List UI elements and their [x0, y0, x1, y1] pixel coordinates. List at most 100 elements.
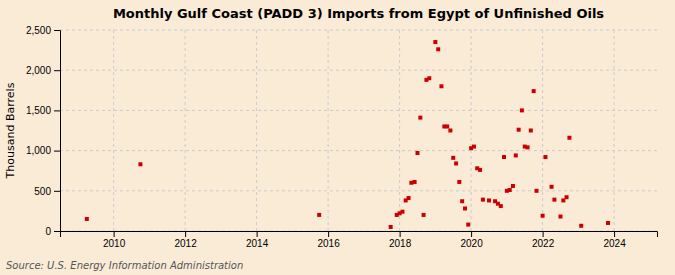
- points: [85, 40, 610, 229]
- point: [514, 153, 518, 157]
- y-tick-mark: [54, 30, 60, 31]
- point: [550, 185, 554, 189]
- point: [448, 129, 452, 133]
- point: [487, 198, 491, 202]
- y-tick: 2,500: [26, 25, 60, 36]
- point: [389, 225, 393, 229]
- title: Monthly Gulf Coast (PADD 3) Imports from…: [113, 6, 604, 21]
- point: [579, 224, 583, 228]
- x-tick-mark: [114, 231, 115, 237]
- point: [466, 223, 470, 227]
- point: [422, 213, 426, 217]
- x-tick-label: 2024: [603, 238, 626, 249]
- point: [502, 155, 506, 159]
- point: [567, 136, 571, 140]
- chart: 2010 2012 2014 2016 2018 2020 2022 2024 0 500 1,00…: [0, 0, 675, 275]
- y-tick-label: 2,500: [26, 25, 51, 36]
- x-tick-mark: [185, 231, 186, 237]
- x-tick-mark: [543, 231, 544, 237]
- point: [457, 180, 461, 184]
- x-tick-mark: [471, 231, 472, 237]
- background: [0, 0, 675, 275]
- x-axis-line: [61, 232, 658, 238]
- plot: 2010 2012 2014 2016 2018 2020 2022 2024 0 500 1,00…: [26, 25, 658, 249]
- x-axis: 2010 2012 2014 2016 2018 2020 2022 2024: [61, 231, 658, 249]
- point: [541, 214, 545, 218]
- y-tick-label: 1,500: [26, 105, 51, 116]
- point: [407, 196, 411, 200]
- point: [543, 155, 547, 159]
- x-tick-mark: [328, 231, 329, 237]
- point: [317, 213, 321, 217]
- point: [138, 162, 142, 166]
- point: [415, 151, 419, 155]
- y-tick-mark: [54, 151, 60, 152]
- grid-line-x: [113, 30, 114, 231]
- x-tick-label: 2022: [532, 238, 555, 249]
- x-tick: 2010: [103, 231, 126, 249]
- grid-line-x: [542, 30, 543, 231]
- point: [460, 199, 464, 203]
- y-tick: 0: [45, 226, 60, 237]
- y-axis-title: Thousand Barrels: [4, 82, 17, 179]
- y-tick-mark: [54, 70, 60, 71]
- y-tick-label: 2,000: [26, 65, 51, 76]
- point: [535, 189, 539, 193]
- y-tick: 500: [34, 186, 60, 197]
- x-tick: 2014: [246, 231, 269, 249]
- point: [508, 188, 512, 192]
- x-tick-mark: [257, 231, 258, 237]
- point: [526, 145, 530, 149]
- x-tick: 2020: [460, 231, 483, 249]
- grid-line-x: [185, 30, 186, 231]
- x-tick: 2018: [389, 231, 412, 249]
- y-tick-mark: [54, 191, 60, 192]
- point: [529, 129, 533, 133]
- point: [463, 206, 467, 210]
- x-tick-label: 2012: [174, 238, 197, 249]
- point: [558, 215, 562, 219]
- y-tick: 1,500: [26, 105, 60, 116]
- grid-line-x: [471, 30, 472, 231]
- grid-line-x: [399, 30, 400, 231]
- point: [418, 116, 422, 120]
- point: [606, 221, 610, 225]
- point: [520, 108, 524, 112]
- point: [436, 47, 440, 51]
- point: [85, 217, 89, 221]
- x-tick: 2024: [603, 231, 626, 249]
- point: [454, 161, 458, 165]
- grid-line-y: [60, 190, 657, 191]
- y-tick: 2,000: [26, 65, 60, 76]
- grid-line-y: [60, 110, 657, 111]
- x-tick: 2022: [532, 231, 555, 249]
- source-note: Source: U.S. Energy Information Administ…: [6, 260, 243, 271]
- y-tick: 1,000: [26, 145, 60, 156]
- x-tick: 2012: [174, 231, 197, 249]
- point: [472, 145, 476, 149]
- point: [427, 76, 431, 80]
- point: [552, 198, 556, 202]
- grid-line-y: [60, 30, 657, 31]
- x-tick-label: 2018: [389, 238, 412, 249]
- y-tick-mark: [54, 231, 60, 232]
- x-tick-mark: [614, 231, 615, 237]
- y-tick-mark: [54, 110, 60, 111]
- grid-line-y: [60, 150, 657, 151]
- grid: [60, 30, 657, 231]
- point: [511, 184, 515, 188]
- y-tick-label: 1,000: [26, 145, 51, 156]
- x-tick-label: 2010: [103, 238, 126, 249]
- x-tick-label: 2014: [246, 238, 269, 249]
- point: [433, 40, 437, 44]
- point: [517, 128, 521, 132]
- x-tick-mark: [400, 231, 401, 237]
- point: [478, 168, 482, 172]
- x-tick: 2016: [317, 231, 340, 249]
- grid-line-x: [256, 30, 257, 231]
- grid-line-y: [60, 70, 657, 71]
- point: [499, 204, 503, 208]
- y-axis: 0 500 1,000 1,500 2,000 2,500: [26, 25, 61, 237]
- y-tick-label: 0: [45, 226, 51, 237]
- x-tick-label: 2016: [317, 238, 340, 249]
